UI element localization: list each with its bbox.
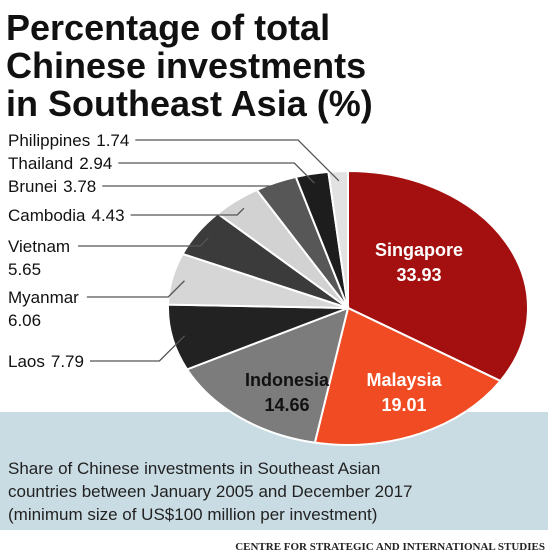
value-label: 5.65 [8, 260, 41, 279]
leader-line [118, 162, 315, 184]
value-label: 6.06 [8, 311, 41, 330]
slice-label: Laos [8, 352, 45, 371]
leader-line [130, 207, 245, 216]
slice-label: Cambodia [8, 206, 86, 225]
leader-line [89, 335, 186, 362]
slice-label: Thailand [8, 154, 73, 173]
value-label: 7.79 [51, 352, 84, 371]
slice-label: Malaysia [366, 370, 442, 390]
slice-label: Brunei [8, 177, 57, 196]
value-label: 3.78 [63, 177, 96, 196]
leader-line [86, 280, 185, 298]
chart-title: Chinese investments [6, 45, 366, 86]
source: CENTRE FOR STRATEGIC AND INTERNATIONAL S… [235, 541, 545, 553]
caption: countries between January 2005 and Decem… [8, 482, 413, 501]
pie-slice [185, 306, 350, 444]
value-label: 19.01 [381, 395, 426, 415]
pie-slice [327, 169, 349, 309]
value-label: 33.93 [396, 265, 441, 285]
pie [167, 169, 529, 446]
caption: (minimum size of US$100 million per inve… [8, 505, 377, 524]
chart-title: Percentage of total [6, 7, 330, 48]
slice-label: Myanmar [8, 288, 79, 307]
pie-slice [313, 306, 502, 446]
value-label: 14.66 [264, 395, 309, 415]
slice-label: Singapore [375, 240, 463, 260]
chart-title: in Southeast Asia (%) [6, 83, 373, 124]
value-label: 4.43 [92, 206, 125, 225]
slice-label: Vietnam [8, 237, 70, 256]
value-label: 1.74 [96, 131, 129, 150]
leader-line [78, 237, 209, 247]
leader-line [102, 185, 282, 192]
value-label: 2.94 [79, 154, 112, 173]
slice-label: Indonesia [245, 370, 330, 390]
caption: Share of Chinese investments in Southeas… [8, 459, 380, 478]
leader-line [135, 139, 340, 182]
slice-label: Philippines [8, 131, 90, 150]
